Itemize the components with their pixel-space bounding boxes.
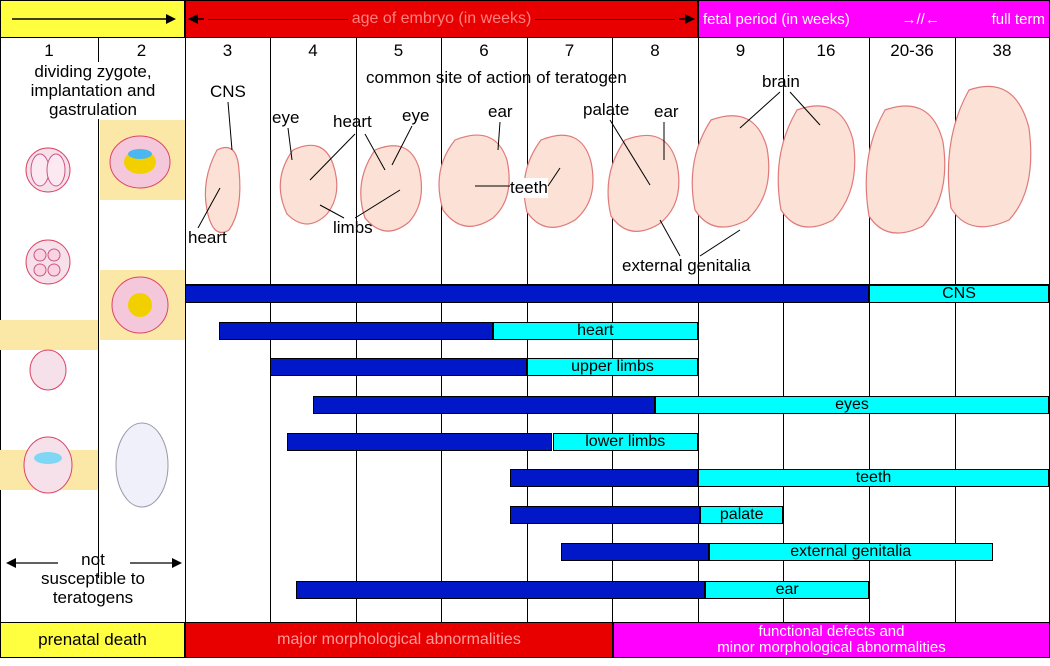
week-label-20-36: 20-36: [890, 41, 934, 60]
break-marker: →//←: [901, 10, 940, 28]
arrow-right-icon: [11, 14, 176, 24]
bar-label-CNS: CNS: [942, 285, 976, 302]
week-label-4: 4: [308, 41, 318, 60]
week-label-2: 2: [136, 41, 147, 60]
week-label-38: 38: [992, 41, 1012, 60]
not-susceptible-arrows: [6, 558, 182, 568]
label-eye-1: eye: [272, 108, 300, 127]
label-teeth: teeth: [510, 178, 548, 198]
week-label-9: 9: [735, 41, 746, 60]
week-label-7: 7: [564, 41, 575, 60]
zygote-illustration: [0, 120, 185, 508]
footer-functional-defects: functional defects and minor morphologic…: [613, 622, 1050, 658]
label-brain: brain: [762, 72, 800, 91]
full-term-title: full term: [991, 10, 1045, 28]
bar-light-lower-limbs: [552, 433, 698, 451]
bar-dark-upper-limbs: [270, 358, 527, 376]
bar-dark-external-genitalia: [561, 543, 709, 561]
bar-light-teeth: [698, 469, 1049, 487]
bar-light-CNS: [869, 285, 1049, 303]
label-limbs: limbs: [333, 218, 373, 237]
arrow-right-icon: [679, 14, 696, 24]
label-common-site: common site of action of teratogen: [366, 68, 627, 87]
bar-dark-palate: [509, 506, 701, 524]
bar-dark-heart: [219, 322, 493, 340]
label-ear-2: ear: [654, 102, 679, 121]
bar-light-heart: [492, 322, 698, 340]
arrow-left-icon: [188, 14, 204, 24]
label-eye-2: eye: [402, 106, 430, 125]
label-palate: palate: [583, 100, 630, 119]
week-label-6: 6: [479, 41, 489, 60]
bar-label-ear: ear: [775, 581, 799, 598]
bar-label-external-genitalia: external genitalia: [790, 543, 912, 560]
bar-label-lower-limbs: lower limbs: [585, 433, 666, 450]
label-heart-left: heart: [188, 228, 227, 247]
bar-label-palate: palate: [719, 506, 764, 523]
leader-lines: [197, 91, 821, 257]
header-yellow-band: [0, 0, 185, 38]
embryo-illustration: [204, 85, 1032, 234]
footer-major-abnormalities: major morphological abnormalities: [185, 622, 613, 658]
bar-dark-eyes: [313, 396, 655, 414]
bar-light-palate: [700, 506, 783, 524]
header-fetal-band: fetal period (in weeks) →//← full term: [698, 0, 1050, 38]
week-label-16: 16: [816, 41, 836, 60]
week-label-1: 1: [44, 41, 54, 60]
bar-label-heart: heart: [577, 322, 614, 339]
bar-dark-ear: [295, 581, 706, 599]
stage-description: dividing zygote, implantation and gastru…: [4, 62, 182, 119]
bar-label-upper-limbs: upper limbs: [571, 358, 654, 375]
label-cns: CNS: [210, 82, 246, 101]
footer-prenatal-death: prenatal death: [0, 622, 185, 658]
header-embryo-band: age of embryo (in weeks): [185, 0, 698, 38]
bar-light-ear: [705, 581, 869, 599]
bar-label-teeth: teeth: [855, 469, 892, 486]
bar-dark-teeth: [509, 469, 698, 487]
bar-label-eyes: eyes: [835, 396, 869, 413]
label-external-genitalia: external genitalia: [622, 256, 751, 275]
embryo-age-title: age of embryo (in weeks): [351, 10, 532, 27]
bar-dark-CNS: [185, 285, 869, 303]
bar-dark-lower-limbs: [287, 433, 553, 451]
label-heart-top: heart: [333, 112, 372, 131]
bar-light-upper-limbs: [527, 358, 698, 376]
week-label-3: 3: [222, 41, 233, 60]
bar-light-eyes: [655, 396, 1049, 414]
bar-light-external-genitalia: [708, 543, 993, 561]
week-label-5: 5: [393, 41, 404, 60]
label-ear-1: ear: [488, 102, 513, 121]
fetal-period-title: fetal period (in weeks): [703, 10, 850, 28]
not-susceptible-note: not susceptible to teratogens: [41, 550, 145, 607]
week-label-8: 8: [650, 41, 660, 60]
